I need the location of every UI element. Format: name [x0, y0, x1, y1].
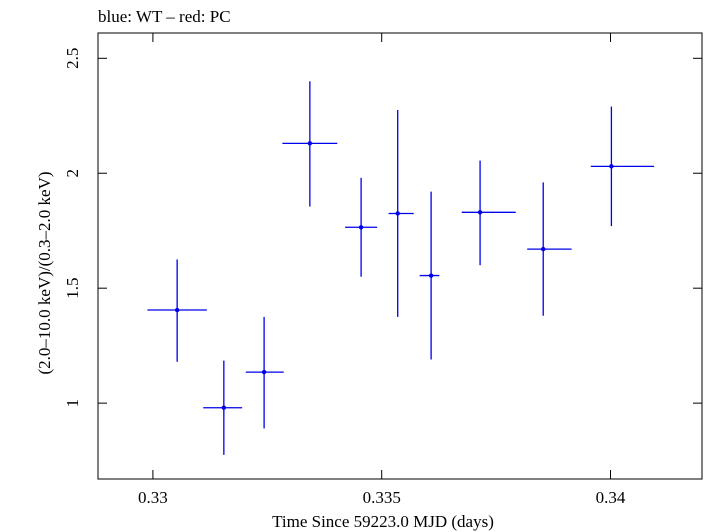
y-tick-label: 1 — [63, 399, 82, 408]
x-tick-label: 0.335 — [363, 488, 401, 507]
y-tick-label: 1.5 — [63, 278, 82, 299]
data-point — [261, 369, 267, 375]
data-point — [358, 225, 364, 230]
plot-frame — [97, 32, 703, 480]
y-tick-label: 2 — [63, 169, 82, 178]
data-point — [395, 211, 400, 216]
y-tick-label: 2.5 — [63, 48, 82, 69]
data-point — [221, 405, 227, 410]
data-point — [477, 210, 483, 215]
data-point — [541, 246, 546, 252]
data-point — [609, 164, 614, 169]
chart-title: blue: WT – red: PC — [98, 7, 231, 26]
data-point — [174, 307, 180, 313]
data-series — [147, 81, 654, 455]
x-tick-label: 0.34 — [596, 488, 626, 507]
data-point — [307, 141, 313, 146]
data-point — [428, 273, 434, 278]
x-axis-label: Time Since 59223.0 MJD (days) — [272, 512, 494, 531]
x-tick-label: 0.33 — [138, 488, 168, 507]
axis-ticks: 0.33 0.335 0.34 1 1.5 2 2.5 — [63, 33, 702, 507]
y-axis-label: (2.0–10.0 keV)/(0.3–2.0 keV) — [35, 171, 54, 374]
